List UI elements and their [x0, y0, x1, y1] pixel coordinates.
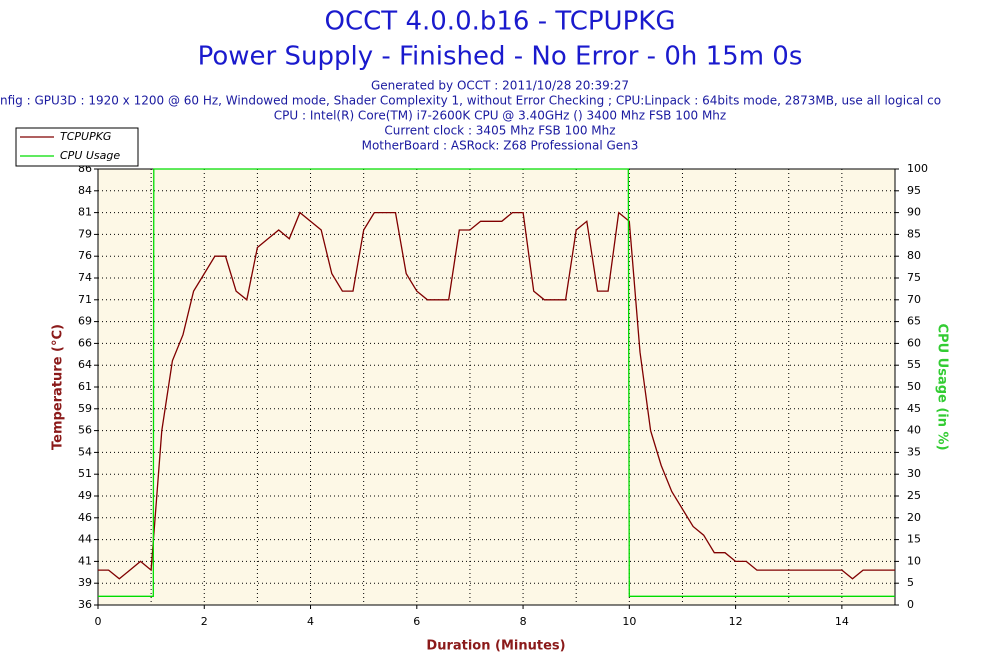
- y-tick-label: 84: [78, 184, 92, 197]
- legend-label: CPU Usage: [60, 149, 120, 162]
- y2-tick-label: 70: [907, 293, 921, 306]
- x-tick-label: 14: [835, 615, 849, 628]
- y-tick-label: 51: [78, 467, 92, 480]
- y2-tick-label: 100: [907, 162, 928, 175]
- y2-tick-label: 0: [907, 598, 914, 611]
- y-tick-label: 64: [78, 358, 92, 371]
- y-tick-label: 39: [78, 576, 92, 589]
- y-axis-label: Temperature (°C): [51, 324, 66, 450]
- y-tick-label: 36: [78, 598, 92, 611]
- y2-tick-label: 75: [907, 271, 921, 284]
- legend-box: [15, 127, 139, 167]
- y-tick-label: 79: [78, 227, 92, 240]
- info-line: Current clock : 3405 Mhz FSB 100 Mhz: [384, 124, 615, 138]
- y-tick-label: 54: [78, 445, 92, 458]
- info-line: CPU : Intel(R) Core(TM) i7-2600K CPU @ 3…: [274, 109, 726, 123]
- y-tick-label: 76: [78, 249, 92, 262]
- y2-tick-label: 90: [907, 206, 921, 219]
- y-tick-label: 69: [78, 315, 92, 328]
- y2-tick-label: 95: [907, 184, 921, 197]
- y-tick-label: 59: [78, 402, 92, 415]
- x-tick-label: 12: [729, 615, 743, 628]
- chart-title: OCCT 4.0.0.b16 - TCPUPKG: [325, 7, 676, 37]
- x-tick-label: 8: [520, 615, 527, 628]
- y-tick-label: 44: [78, 533, 92, 546]
- y-tick-label: 74: [78, 271, 92, 284]
- y-tick-label: 41: [78, 554, 92, 567]
- y2-tick-label: 10: [907, 554, 921, 567]
- y2-tick-label: 5: [907, 576, 914, 589]
- y-tick-label: 71: [78, 293, 92, 306]
- y-tick-label: 49: [78, 489, 92, 502]
- y2-tick-label: 50: [907, 380, 921, 393]
- y-tick-label: 56: [78, 424, 92, 437]
- y2-tick-label: 40: [907, 424, 921, 437]
- y2-tick-label: 35: [907, 445, 921, 458]
- y2-axis-label: CPU Usage (in %): [935, 323, 950, 450]
- y-tick-label: 61: [78, 380, 92, 393]
- y2-tick-label: 55: [907, 358, 921, 371]
- y2-tick-label: 60: [907, 336, 921, 349]
- info-line: nfig : GPU3D : 1920 x 1200 @ 60 Hz, Wind…: [0, 94, 941, 108]
- data-line: [98, 168, 895, 597]
- x-axis-label: Duration (Minutes): [426, 639, 565, 654]
- y2-tick-label: 45: [907, 402, 921, 415]
- y-tick-label: 46: [78, 511, 92, 524]
- info-line: MotherBoard : ASRock: Z68 Professional G…: [362, 139, 639, 153]
- x-tick-label: 4: [307, 615, 314, 628]
- x-tick-label: 6: [413, 615, 420, 628]
- data-line: [98, 211, 895, 580]
- x-tick-label: 10: [622, 615, 636, 628]
- y2-tick-label: 85: [907, 227, 921, 240]
- info-line: Generated by OCCT : 2011/10/28 20:39:27: [371, 79, 629, 93]
- x-tick-label: 0: [95, 615, 102, 628]
- y2-tick-label: 65: [907, 315, 921, 328]
- y-tick-label: 66: [78, 336, 92, 349]
- y2-tick-label: 25: [907, 489, 921, 502]
- chart-subtitle: Power Supply - Finished - No Error - 0h …: [198, 42, 803, 72]
- y2-tick-label: 20: [907, 511, 921, 524]
- plot-area: [97, 168, 896, 606]
- y2-tick-label: 80: [907, 249, 921, 262]
- legend-label: TCPUPKG: [60, 130, 111, 143]
- x-tick-label: 2: [201, 615, 208, 628]
- y2-tick-label: 15: [907, 533, 921, 546]
- y-tick-label: 81: [78, 206, 92, 219]
- y2-tick-label: 30: [907, 467, 921, 480]
